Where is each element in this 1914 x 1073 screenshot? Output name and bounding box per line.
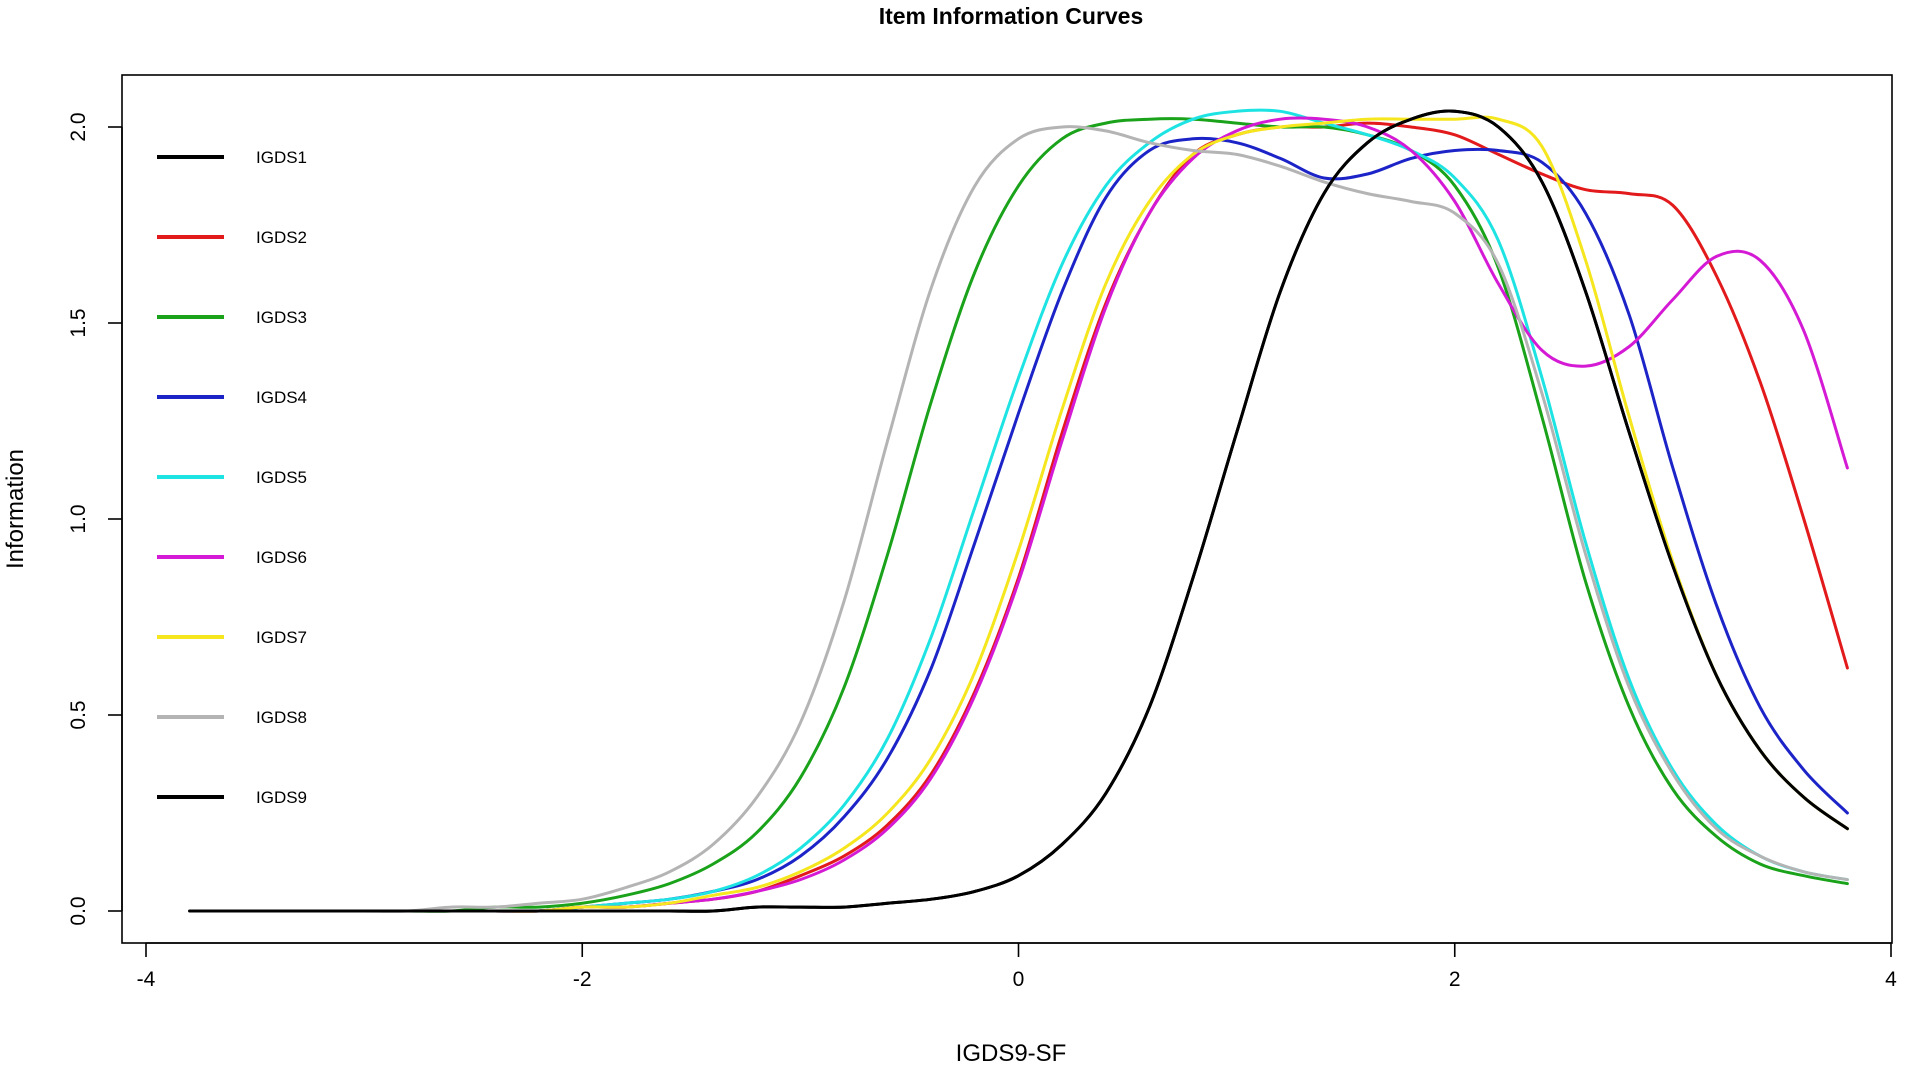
legend-label-igds1: IGDS1 — [256, 148, 307, 167]
series-line-igds5 — [188, 108, 1849, 913]
legend: IGDS1 IGDS2 IGDS3 IGDS4 IGDS5 IGDS6 IGDS7 IGDS8… — [157, 148, 307, 807]
legend-label-igds6: IGDS6 — [256, 548, 307, 567]
legend-label-igds9: IGDS9 — [256, 788, 307, 807]
x-tick-label: -2 — [573, 968, 592, 991]
y-tick-label: 0.5 — [67, 700, 90, 729]
series-line-igds8 — [188, 125, 1849, 913]
legend-label-igds3: IGDS3 — [256, 308, 307, 327]
y-tick-label: 1.5 — [67, 308, 90, 337]
legend-label-igds2: IGDS2 — [256, 228, 307, 247]
y-tick-label: 0.0 — [67, 896, 90, 925]
series-line-igds1 — [188, 109, 1849, 913]
y-tick-label: 1.0 — [67, 504, 90, 533]
series-layer — [188, 108, 1849, 913]
y-axis: 0.0 0.5 1.0 1.5 2.0 — [67, 112, 123, 926]
x-tick-label: -4 — [137, 968, 156, 991]
series-line-igds9 — [188, 109, 1849, 913]
y-tick-label: 2.0 — [67, 112, 90, 141]
x-axis-label: IGDS9-SF — [956, 1040, 1067, 1067]
legend-label-igds5: IGDS5 — [256, 468, 307, 487]
x-tick-label: 2 — [1449, 968, 1461, 991]
x-tick-label: 4 — [1885, 968, 1897, 991]
series-line-igds4 — [188, 136, 1849, 913]
legend-label-igds4: IGDS4 — [256, 388, 307, 407]
chart-title: Item Information Curves — [879, 3, 1144, 29]
y-axis-label: Information — [2, 449, 29, 569]
legend-label-igds7: IGDS7 — [256, 628, 307, 647]
x-tick-label: 0 — [1013, 968, 1025, 991]
legend-label-igds8: IGDS8 — [256, 708, 307, 727]
x-axis: -4 -2 0 2 4 — [137, 942, 1897, 991]
